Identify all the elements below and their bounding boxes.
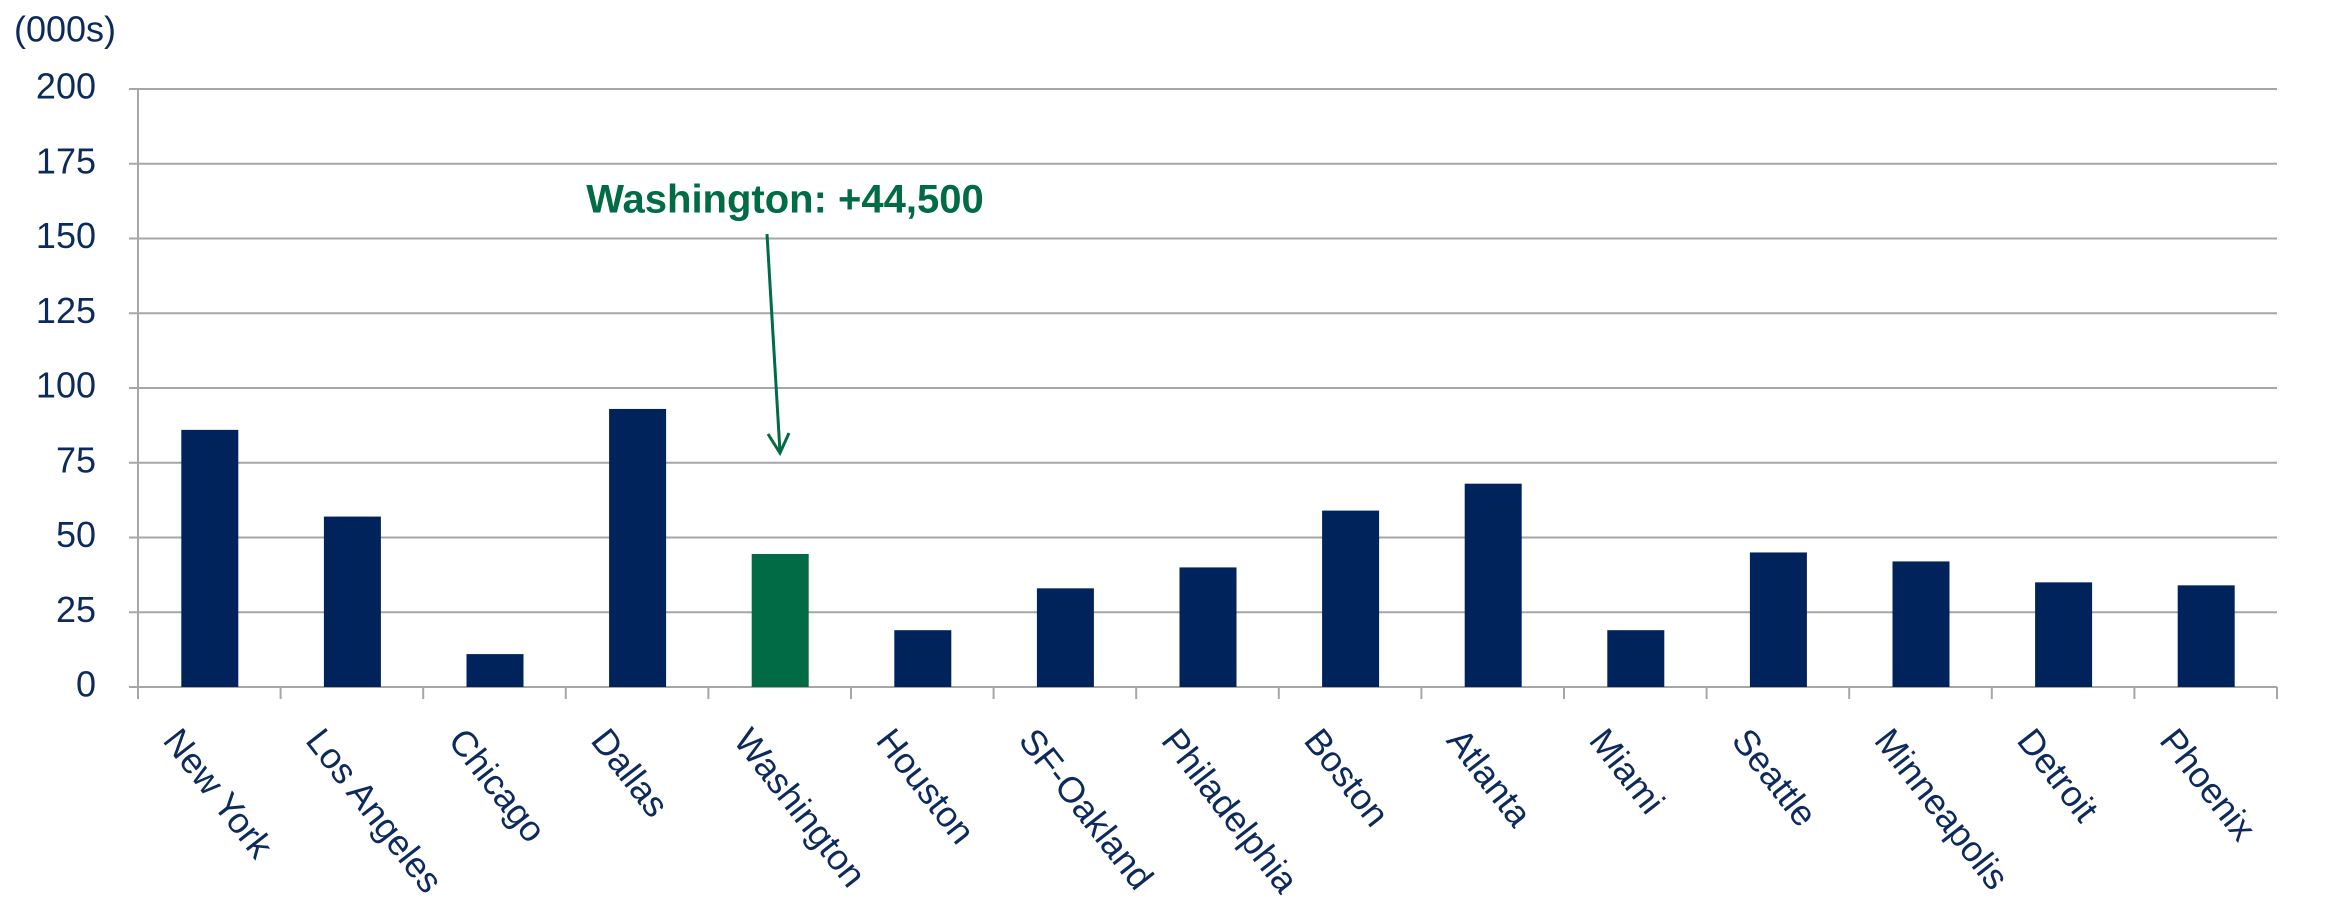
x-tick-label: Boston bbox=[1296, 721, 1397, 835]
unit-label: (000s) bbox=[14, 9, 116, 50]
x-tick-label: Chicago bbox=[441, 721, 555, 850]
bar bbox=[894, 630, 952, 687]
bar bbox=[2177, 585, 2235, 687]
x-tick-label: Washington bbox=[726, 721, 875, 895]
bar bbox=[2035, 582, 2093, 687]
bar bbox=[751, 553, 809, 687]
bar bbox=[466, 654, 524, 687]
bar bbox=[1607, 630, 1665, 687]
x-tick-label: Minneapolis bbox=[1867, 721, 2018, 898]
x-tick-label: Detroit bbox=[2009, 721, 2107, 830]
y-tick-label: 125 bbox=[36, 290, 96, 331]
x-tick-label: Dallas bbox=[583, 721, 677, 825]
y-tick-label: 75 bbox=[56, 439, 96, 480]
bar bbox=[1464, 483, 1522, 687]
annotation-arrow bbox=[765, 233, 782, 453]
x-tick-label: Seattle bbox=[1724, 721, 1825, 835]
y-tick-label: 200 bbox=[36, 66, 96, 107]
bar bbox=[1036, 588, 1094, 687]
x-tick-label: Phoenix bbox=[2152, 721, 2264, 849]
x-tick-label: SF-Oakland bbox=[1011, 721, 1162, 898]
y-tick-label: 0 bbox=[76, 664, 96, 705]
bar bbox=[1322, 510, 1380, 687]
x-tick-label: Atlanta bbox=[1439, 721, 1541, 835]
y-tick-label: 50 bbox=[56, 514, 96, 555]
y-tick-label: 100 bbox=[36, 365, 96, 406]
bar bbox=[323, 516, 381, 687]
x-tick-label: Houston bbox=[868, 721, 983, 852]
y-tick-label: 175 bbox=[36, 140, 96, 181]
bar bbox=[181, 429, 239, 687]
bar bbox=[1749, 552, 1807, 687]
bar bbox=[1179, 567, 1237, 687]
annotation: Washington: +44,500 bbox=[586, 178, 984, 222]
x-tick-label: New York bbox=[155, 721, 282, 867]
y-tick-label: 25 bbox=[56, 589, 96, 630]
x-tick-label: Philadelphia bbox=[1154, 721, 1308, 902]
bar bbox=[1892, 561, 1950, 687]
x-tick-label: Miami bbox=[1581, 721, 1672, 822]
y-tick-label: 150 bbox=[36, 215, 96, 256]
bar bbox=[609, 408, 667, 687]
x-tick-label: Los Angeles bbox=[298, 721, 451, 901]
arrow-head bbox=[766, 432, 791, 457]
